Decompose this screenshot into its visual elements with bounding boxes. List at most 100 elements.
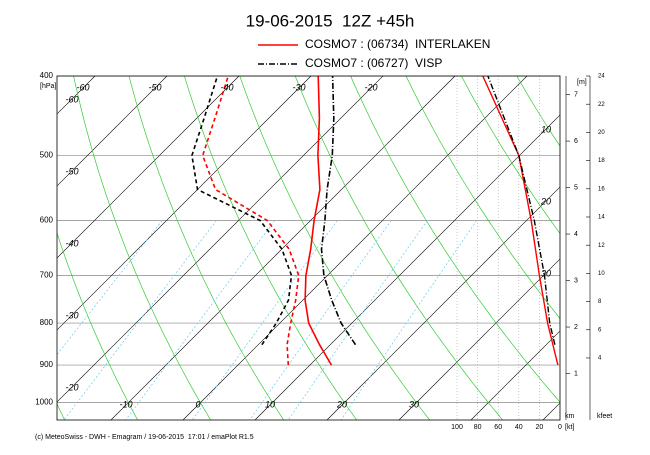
adiabat-label: -40 — [65, 238, 78, 248]
wind-tick-label: 40 — [515, 424, 523, 431]
mixing-ratio — [125, 220, 276, 420]
isotherm-label: -50 — [148, 82, 161, 92]
kfeet-tick-label: 20 — [598, 130, 605, 136]
isotherm-label: 10 — [265, 399, 275, 409]
dewpoint-profile — [191, 76, 293, 346]
isotherm-label: -60 — [76, 82, 89, 92]
kfeet-tick-label: 18 — [598, 158, 605, 164]
isotherm — [542, 402, 560, 420]
mixing-ratio — [249, 220, 392, 420]
y-tick-label: 1000 — [35, 398, 53, 407]
kfeet-label: kfeet — [597, 413, 612, 420]
isotherm — [57, 76, 168, 187]
wind-tick-label: 100 — [451, 424, 463, 431]
dry-adiabat — [57, 231, 138, 420]
temperature-profile — [304, 76, 333, 366]
dewpoint-profile — [201, 76, 300, 366]
mixing-ratio — [340, 220, 477, 420]
dry-adiabat — [73, 76, 211, 420]
adiabat-label: -50 — [65, 166, 78, 176]
temperature-profile — [320, 76, 357, 346]
mixing-ratio — [287, 220, 428, 420]
dry-adiabat — [405, 76, 560, 320]
km-tick-label: 5 — [574, 184, 578, 191]
kfeet-tick-label: 22 — [598, 102, 605, 108]
isotherm — [0, 76, 23, 420]
dry-adiabat — [294, 76, 503, 420]
isotherm-label: 20 — [336, 399, 347, 409]
dry-adiabat — [184, 76, 357, 420]
dry-adiabat — [128, 76, 284, 420]
wind-tick-label: 60 — [494, 424, 502, 431]
mixing-ratio — [192, 220, 338, 420]
isotherm-label: -30 — [292, 82, 305, 92]
dry-adiabat — [628, 76, 650, 420]
adiabat-label: 10 — [541, 124, 551, 134]
kfeet-tick-label: 6 — [598, 327, 602, 333]
kfeet-tick-label: 14 — [598, 215, 605, 221]
profiles — [191, 76, 559, 366]
chart-title: 19-06-2015 12Z +45h — [246, 11, 415, 30]
kfeet-tick-label: 8 — [598, 299, 602, 305]
y-tick-label: 900 — [40, 360, 54, 369]
wind-profile — [482, 76, 559, 366]
isotherm — [57, 76, 240, 259]
kfeet-tick-label: 12 — [598, 243, 605, 249]
y-tick-label: 400 — [40, 71, 54, 80]
adiabat-label: -60 — [65, 94, 78, 104]
kfeet-tick-label: 4 — [598, 356, 602, 362]
y-tick-label: 700 — [40, 271, 54, 280]
wind-unit: [kt] — [565, 424, 574, 431]
adiabat-label: 30 — [541, 268, 551, 278]
wind-tick-label: 80 — [474, 424, 482, 431]
km-tick-label: 7 — [574, 91, 578, 98]
legend-label: COSMO7 : (06734) INTERLAKEN — [305, 37, 490, 51]
kfeet-tick-label: 16 — [598, 186, 605, 192]
isotherm — [110, 76, 456, 420]
km-label: km — [565, 413, 575, 420]
km-unit: [m] — [577, 79, 587, 86]
footer: (c) MeteoSwiss - DWH - Emagram / 19-06-2… — [35, 434, 254, 441]
isotherm — [254, 114, 560, 420]
y-tick-label: 500 — [40, 151, 54, 160]
isotherm-label: 30 — [409, 399, 419, 409]
dry-adiabat — [516, 76, 560, 147]
dry-adiabat — [350, 76, 560, 403]
km-tick-label: 3 — [574, 277, 578, 284]
isotherm — [57, 76, 384, 403]
plot-frame — [56, 75, 561, 421]
isotherm — [615, 76, 650, 420]
mixing-ratio — [63, 220, 217, 420]
isotherm — [398, 258, 560, 420]
isotherm — [182, 76, 528, 420]
dry-adiabat — [239, 76, 430, 420]
dry-adiabat — [461, 76, 560, 235]
y-tick-label: 800 — [40, 318, 54, 327]
adiabat-label: 20 — [540, 196, 551, 206]
dry-adiabat — [57, 403, 65, 420]
km-tick-label: 1 — [574, 370, 578, 377]
isotherm-label: 0 — [195, 399, 200, 409]
wind-tick-label: 20 — [536, 424, 544, 431]
legend-label: COSMO7 : (06727) VISP — [305, 56, 442, 70]
adiabat-label: -30 — [65, 310, 78, 320]
y-unit: [hPa] — [40, 83, 56, 90]
mixing-ratio — [57, 220, 163, 356]
y-tick-label: 600 — [40, 216, 54, 225]
km-tick-label: 4 — [574, 231, 578, 238]
km-tick-label: 6 — [574, 138, 578, 145]
isotherm — [470, 330, 560, 420]
km-tick-label: 2 — [574, 324, 578, 331]
kfeet-tick-label: 10 — [598, 271, 605, 277]
isotherm-label: -10 — [119, 399, 132, 409]
isotherm-label: -40 — [220, 82, 233, 92]
wind-tick-label: 0 — [558, 424, 562, 431]
kfeet-tick-label: 24 — [598, 74, 605, 80]
adiabat-label: -20 — [65, 382, 78, 392]
dry-adiabat — [572, 76, 650, 420]
isotherm — [57, 76, 312, 331]
isotherm-label: -20 — [364, 82, 377, 92]
isotherm — [326, 186, 560, 420]
background-lines — [0, 76, 650, 420]
